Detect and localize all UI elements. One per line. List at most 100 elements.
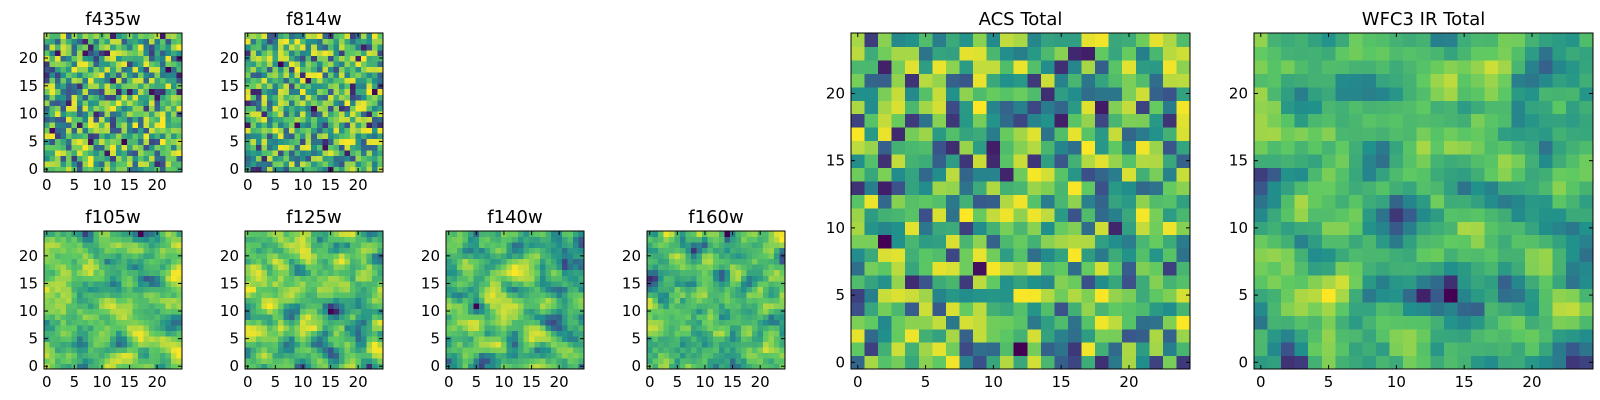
heatmap-cell [300, 269, 307, 276]
heatmap-cell [261, 94, 268, 101]
heatmap-cell [905, 207, 920, 222]
heatmap-cell [77, 236, 84, 243]
heatmap-cell [539, 291, 546, 298]
heatmap-cell [272, 308, 279, 315]
heatmap-cell [360, 55, 368, 62]
heatmap-cell [1294, 207, 1309, 222]
heatmap-cell [245, 324, 252, 331]
heatmap-cell [121, 330, 128, 337]
heatmap-cell [468, 330, 475, 337]
heatmap-cell [44, 297, 51, 304]
heatmap-cell [501, 275, 508, 282]
heatmap-cell [647, 275, 654, 282]
heatmap-cell [283, 302, 290, 309]
heatmap-cell [768, 275, 775, 282]
heatmap-cell [349, 127, 356, 134]
heatmap-cell [1122, 342, 1137, 357]
heatmap-cell [267, 286, 274, 293]
heatmap-cell [148, 247, 155, 254]
heatmap-cell [143, 166, 150, 173]
heatmap-cell [1511, 248, 1526, 263]
heatmap-cell [349, 60, 356, 67]
heatmap-cell [305, 280, 312, 287]
heatmap-cell [165, 110, 172, 117]
heatmap-cell [1416, 180, 1431, 195]
heatmap-cell [572, 313, 580, 320]
heatmap-cell [267, 77, 274, 84]
heatmap-cell [674, 335, 681, 342]
heatmap-cell [652, 324, 659, 331]
heatmap-cell [305, 275, 312, 282]
heatmap-cell [82, 308, 89, 315]
heatmap-cell [479, 291, 486, 298]
heatmap-cell [864, 342, 879, 357]
heatmap-cell [495, 253, 502, 260]
heatmap-cell [44, 236, 51, 243]
heatmap-cell [344, 105, 351, 112]
heatmap-cell [311, 83, 318, 90]
heatmap-cell [550, 253, 557, 260]
heatmap-cell [316, 357, 323, 365]
heatmap-cell [371, 258, 379, 265]
heatmap-cell [126, 38, 133, 45]
heatmap-cell [561, 319, 569, 326]
heatmap-cell [121, 291, 128, 298]
heatmap-cell [1254, 153, 1269, 168]
heatmap-cell [1027, 100, 1042, 115]
heatmap-cell [1389, 261, 1404, 276]
heatmap-cell [316, 291, 323, 298]
heatmap-cell [250, 155, 257, 162]
heatmap-cell [333, 330, 340, 337]
heatmap-cell [1267, 261, 1282, 276]
heatmap-cell [250, 149, 257, 156]
heatmap-cell [366, 247, 373, 254]
heatmap-cell [77, 77, 84, 84]
heatmap-cell [104, 149, 111, 156]
heatmap-cell [132, 160, 139, 168]
heatmap-cell [104, 291, 111, 298]
heatmap-cell [170, 77, 178, 84]
heatmap-cell [523, 319, 530, 326]
heatmap-cell [272, 247, 279, 254]
heatmap-cell [490, 302, 497, 309]
heatmap-cell [327, 275, 334, 282]
heatmap-cell [250, 55, 257, 62]
heatmap-cell [267, 38, 274, 45]
heatmap-cell [110, 330, 117, 337]
heatmap-cell [66, 324, 73, 331]
heatmap-cell [1403, 207, 1418, 222]
heatmap-cell [143, 275, 150, 282]
heatmap-cell [154, 138, 161, 145]
heatmap-cell [1067, 73, 1083, 88]
heatmap-cell [71, 160, 78, 168]
heatmap-cell [545, 236, 552, 243]
heatmap-cell [137, 55, 144, 62]
heatmap-cell [680, 242, 687, 249]
heatmap-cell [115, 49, 122, 56]
heatmap-cell [663, 341, 670, 348]
heatmap-cell [88, 77, 95, 84]
heatmap-cell [49, 313, 56, 320]
heatmap-cell [165, 280, 172, 287]
heatmap-cell [746, 247, 753, 254]
heatmap-cell [1525, 342, 1540, 357]
heatmap-cell [327, 286, 334, 293]
heatmap-cell [121, 231, 128, 238]
heatmap-cell [539, 308, 546, 315]
heatmap-cell [71, 44, 78, 51]
heatmap-cell [278, 138, 285, 145]
heatmap-cell [779, 297, 786, 304]
heatmap-cell [137, 308, 144, 315]
heatmap-cell [652, 242, 659, 249]
heatmap-cell [250, 308, 257, 315]
heatmap-cell [685, 291, 692, 298]
heatmap-cell [517, 308, 524, 315]
heatmap-cell [154, 133, 161, 140]
heatmap-cell [658, 346, 665, 354]
heatmap-cell [1122, 113, 1137, 128]
heatmap-cell [66, 291, 73, 298]
heatmap-cell [360, 116, 368, 123]
heatmap-cell [495, 335, 502, 342]
heatmap-cell [176, 77, 183, 84]
